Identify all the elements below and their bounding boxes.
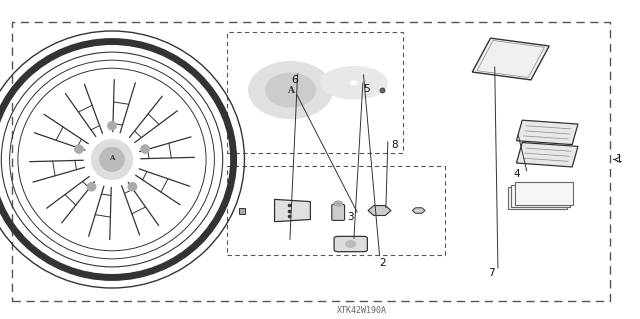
Text: 5: 5 bbox=[363, 84, 369, 94]
Ellipse shape bbox=[346, 241, 356, 248]
Text: 6: 6 bbox=[291, 75, 298, 85]
Ellipse shape bbox=[286, 241, 294, 247]
Text: 1: 1 bbox=[616, 154, 623, 165]
FancyBboxPatch shape bbox=[334, 236, 367, 252]
Ellipse shape bbox=[74, 145, 83, 153]
Text: 3: 3 bbox=[348, 212, 354, 222]
Ellipse shape bbox=[128, 182, 137, 191]
FancyBboxPatch shape bbox=[508, 187, 567, 209]
Text: A: A bbox=[109, 153, 115, 161]
Ellipse shape bbox=[266, 73, 316, 107]
Ellipse shape bbox=[92, 140, 132, 179]
Ellipse shape bbox=[87, 182, 96, 191]
Polygon shape bbox=[275, 199, 310, 222]
Polygon shape bbox=[516, 120, 578, 145]
Bar bbox=[227, 166, 445, 255]
Ellipse shape bbox=[22, 73, 202, 246]
Ellipse shape bbox=[108, 122, 116, 130]
FancyBboxPatch shape bbox=[511, 185, 570, 207]
Ellipse shape bbox=[100, 148, 124, 171]
Bar bbox=[12, 22, 610, 301]
FancyBboxPatch shape bbox=[332, 204, 344, 220]
Text: XTK42W190A: XTK42W190A bbox=[337, 306, 387, 315]
FancyBboxPatch shape bbox=[515, 182, 573, 205]
Bar bbox=[227, 32, 403, 153]
Polygon shape bbox=[472, 38, 549, 80]
Polygon shape bbox=[516, 143, 578, 167]
Text: 4: 4 bbox=[514, 169, 520, 179]
Text: 8: 8 bbox=[391, 140, 397, 150]
Text: A: A bbox=[287, 85, 294, 95]
Ellipse shape bbox=[141, 145, 150, 153]
Ellipse shape bbox=[333, 201, 342, 206]
Text: 2: 2 bbox=[380, 258, 386, 268]
Ellipse shape bbox=[350, 81, 358, 85]
Ellipse shape bbox=[282, 238, 298, 250]
Ellipse shape bbox=[249, 62, 332, 118]
Ellipse shape bbox=[321, 67, 387, 99]
Text: 7: 7 bbox=[488, 268, 495, 278]
